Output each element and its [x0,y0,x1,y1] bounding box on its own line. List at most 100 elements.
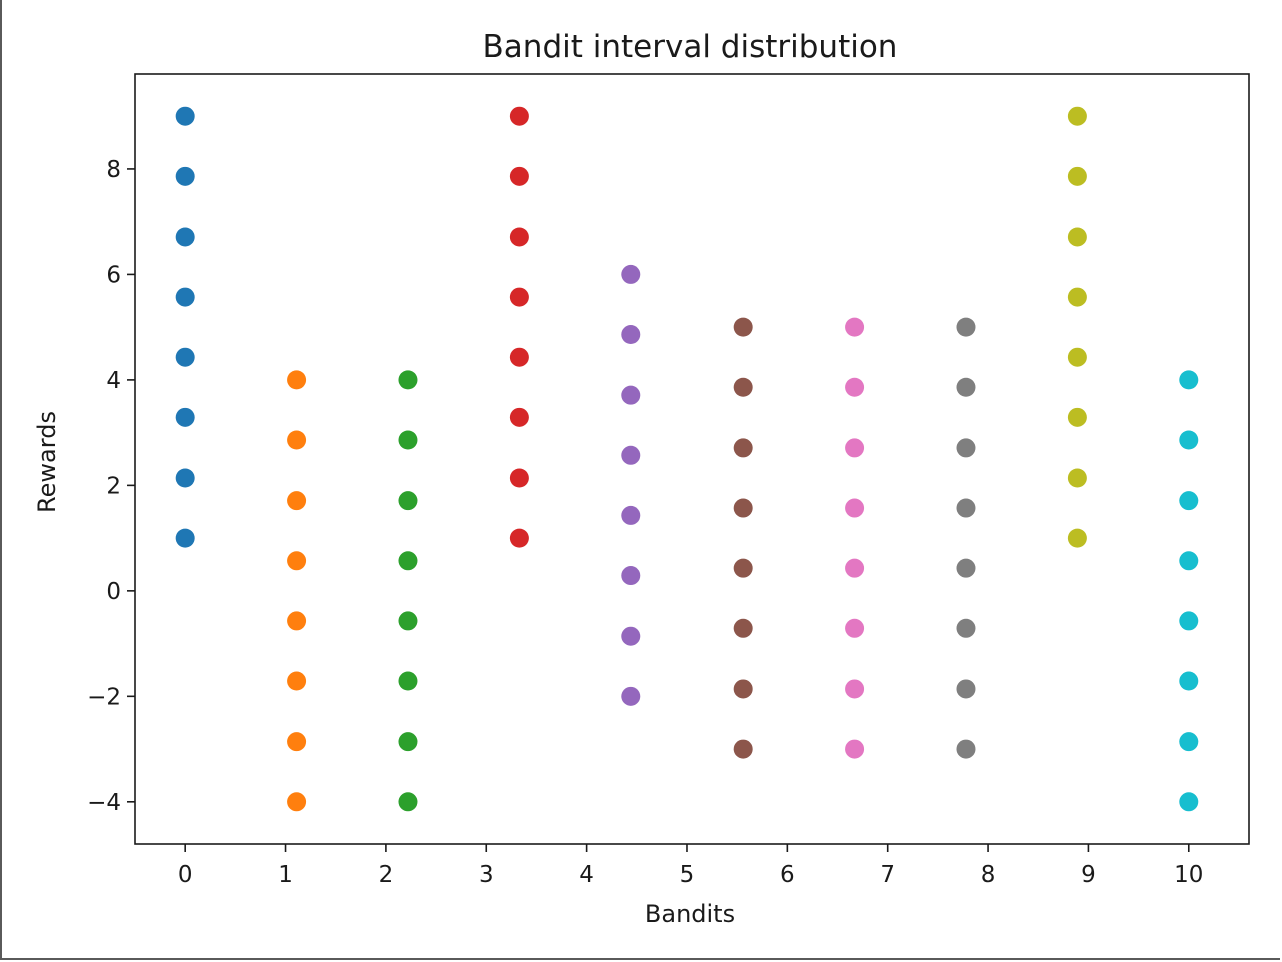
data-point [398,732,418,752]
data-point [287,732,307,752]
data-point [621,505,641,525]
data-point [1067,106,1087,126]
data-point [845,558,865,578]
data-point [733,317,753,337]
data-point [956,739,976,759]
y-tick-label: 4 [106,368,121,394]
data-points [175,106,1199,812]
x-axis: 0 1 2 3 4 5 6 7 8 9 10 [178,844,1203,888]
data-point [1067,468,1087,488]
x-tick-label: 5 [680,862,695,888]
x-tick-label: 3 [479,862,494,888]
data-point [1179,611,1199,631]
data-point [175,407,195,427]
data-point [1067,166,1087,186]
data-point [956,618,976,638]
data-point [845,498,865,518]
data-point [621,325,641,345]
x-tick-label: 6 [780,862,795,888]
data-point [175,106,195,126]
data-point [509,468,529,488]
chart-title: Bandit interval distribution [483,29,898,65]
y-tick-label: 0 [106,579,121,605]
data-point [845,679,865,699]
data-point [733,739,753,759]
data-point [287,370,307,390]
data-point [845,317,865,337]
data-point [845,618,865,638]
data-point [1067,528,1087,548]
y-tick-label: 2 [106,473,121,499]
data-point [175,528,195,548]
data-point [509,407,529,427]
y-tick-label: 8 [106,157,121,183]
x-tick-label: 10 [1174,862,1203,888]
data-point [509,106,529,126]
data-point [398,671,418,691]
data-point [175,227,195,247]
data-point [1067,407,1087,427]
data-point [509,528,529,548]
data-point [398,370,418,390]
data-point [733,438,753,458]
data-point [845,438,865,458]
data-point [509,166,529,186]
data-point [956,498,976,518]
data-point [733,679,753,699]
data-point [621,385,641,405]
data-point [621,566,641,586]
data-point [287,792,307,812]
data-point [398,792,418,812]
data-point [1179,551,1199,571]
data-point [1179,792,1199,812]
data-point [733,498,753,518]
y-axis: −4 −2 0 2 4 6 8 [87,157,135,816]
x-tick-label: 2 [379,862,394,888]
x-tick-label: 9 [1081,862,1096,888]
data-point [845,377,865,397]
data-point [956,558,976,578]
plot-area-border [134,73,1250,845]
data-point [287,671,307,691]
x-tick-label: 1 [278,862,293,888]
y-tick-label: 6 [106,262,121,288]
data-point [509,227,529,247]
data-point [398,491,418,511]
data-point [956,377,976,397]
data-point [1179,671,1199,691]
data-point [621,264,641,284]
data-point [1067,227,1087,247]
data-point [1067,347,1087,367]
data-point [733,558,753,578]
data-point [956,438,976,458]
data-point [1179,430,1199,450]
data-point [733,377,753,397]
data-point [621,626,641,646]
x-tick-label: 4 [579,862,594,888]
data-point [621,686,641,706]
x-axis-label: Bandits [645,900,735,928]
data-point [1179,370,1199,390]
data-point [845,739,865,759]
y-tick-label: −4 [87,790,121,816]
data-point [287,611,307,631]
data-point [175,347,195,367]
data-point [1067,287,1087,307]
data-point [175,468,195,488]
data-point [956,679,976,699]
y-tick-label: −2 [87,684,121,710]
data-point [509,347,529,367]
data-point [1179,491,1199,511]
data-point [621,445,641,465]
y-axis-label: Rewards [33,411,61,513]
data-point [287,551,307,571]
x-tick-label: 7 [880,862,895,888]
data-point [398,551,418,571]
data-point [287,430,307,450]
x-tick-label: 8 [981,862,996,888]
data-point [733,618,753,638]
data-point [175,166,195,186]
data-point [287,491,307,511]
